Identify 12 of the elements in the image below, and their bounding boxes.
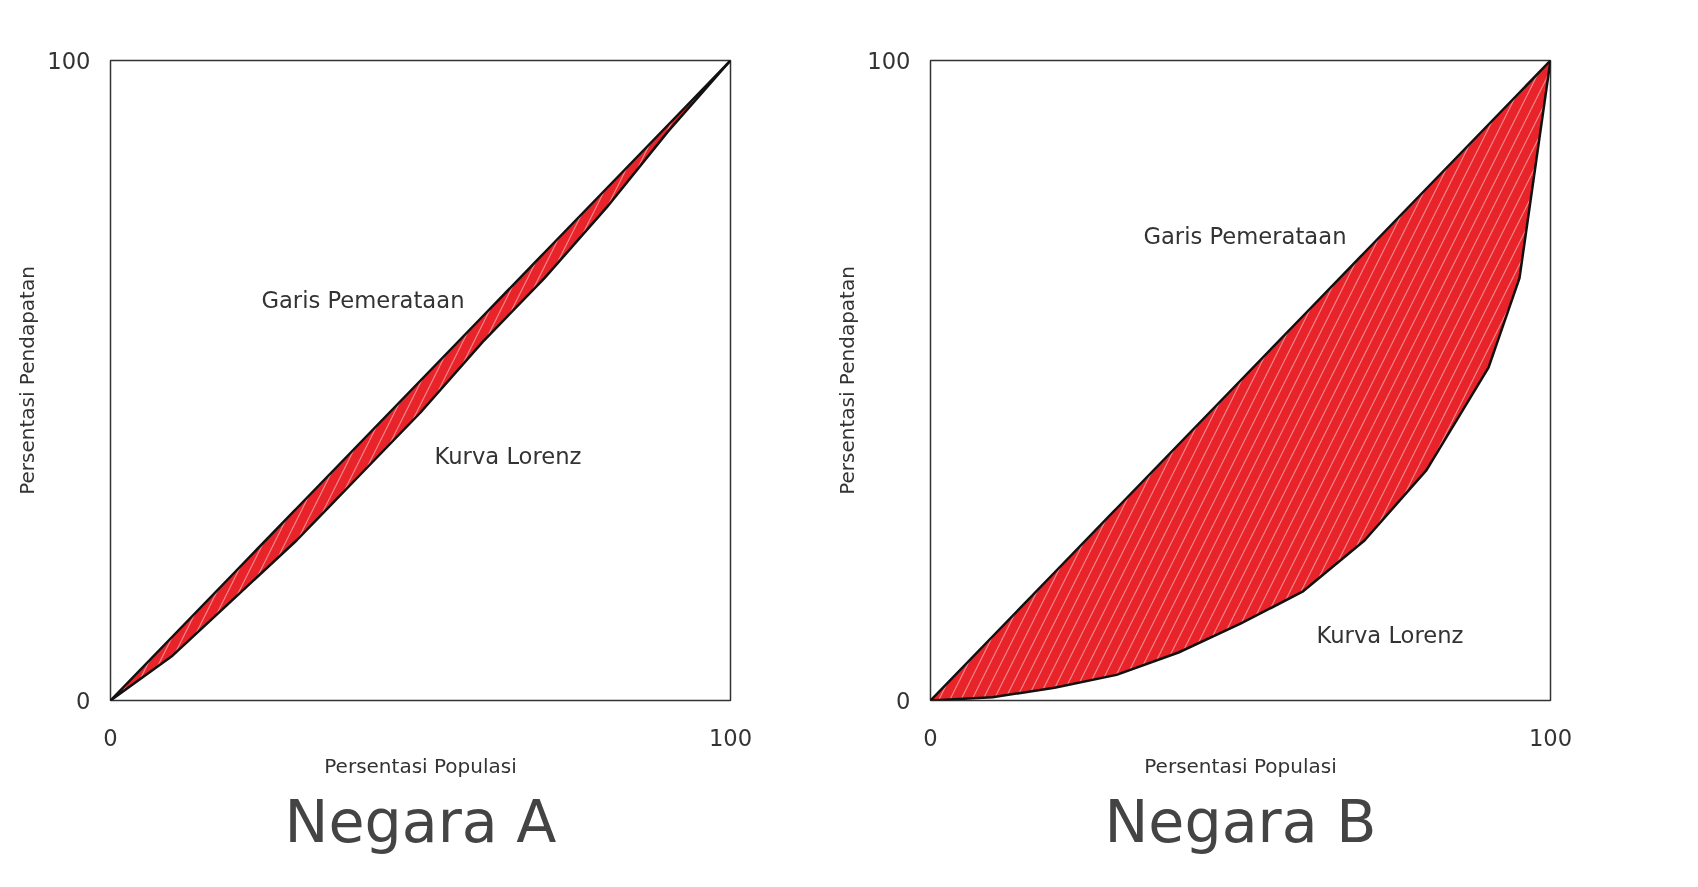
text: Negara A [284,787,557,856]
y-axis-title: Persentasi Pendapatan [835,266,860,495]
x-tick-label: 0 [103,724,118,751]
x-tick-label: 0 [923,724,938,751]
x-axis-title: Persentasi Populasi [324,753,517,778]
series-label: Garis Pemerataan [1143,222,1347,249]
text: Negara B [1104,787,1377,856]
x-tick-label: 100 [708,724,753,751]
annotation: Kurva Lorenz [1316,621,1464,648]
x-tick-label: 100 [1528,724,1573,751]
y-axis-title: Persentasi Pendapatan [15,266,40,495]
x-axis-title: Persentasi Populasi [1144,753,1337,778]
